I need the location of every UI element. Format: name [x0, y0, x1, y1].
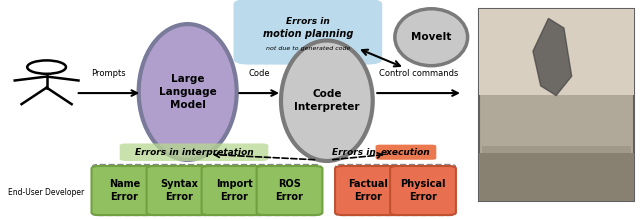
Ellipse shape — [281, 41, 372, 161]
Polygon shape — [533, 18, 572, 95]
Text: Physical
Error: Physical Error — [400, 179, 445, 202]
Text: Syntax
Error: Syntax Error — [161, 179, 198, 202]
FancyBboxPatch shape — [479, 9, 634, 95]
FancyBboxPatch shape — [92, 166, 157, 215]
Text: Prompts: Prompts — [92, 69, 126, 78]
FancyBboxPatch shape — [147, 166, 212, 215]
FancyBboxPatch shape — [482, 146, 630, 153]
Text: ROS
Error: ROS Error — [276, 179, 303, 202]
Text: Errors in: Errors in — [286, 17, 330, 26]
Text: Factual
Error: Factual Error — [348, 179, 388, 202]
FancyBboxPatch shape — [202, 166, 268, 215]
Text: Large
Language
Model: Large Language Model — [159, 74, 216, 110]
Text: Control commands: Control commands — [379, 69, 458, 78]
Ellipse shape — [139, 24, 237, 160]
FancyBboxPatch shape — [234, 0, 382, 65]
FancyBboxPatch shape — [120, 143, 268, 161]
Text: End-User Developer: End-User Developer — [8, 188, 84, 197]
Text: Name
Error: Name Error — [109, 179, 140, 202]
Text: execution: execution — [381, 148, 431, 157]
Text: not due to generated code: not due to generated code — [266, 46, 350, 51]
Text: Errors in interpretation: Errors in interpretation — [134, 148, 253, 157]
Text: Errors in: Errors in — [332, 148, 379, 157]
Text: Import
Error: Import Error — [216, 179, 253, 202]
FancyBboxPatch shape — [257, 166, 323, 215]
Text: MoveIt: MoveIt — [411, 32, 451, 42]
Text: motion planning: motion planning — [262, 30, 353, 39]
Text: Code: Code — [248, 69, 270, 78]
FancyBboxPatch shape — [376, 145, 436, 160]
FancyBboxPatch shape — [335, 166, 401, 215]
FancyBboxPatch shape — [479, 153, 634, 201]
Text: Code
Interpreter: Code Interpreter — [294, 89, 360, 112]
Ellipse shape — [395, 9, 468, 66]
FancyBboxPatch shape — [390, 166, 456, 215]
FancyBboxPatch shape — [479, 9, 634, 201]
